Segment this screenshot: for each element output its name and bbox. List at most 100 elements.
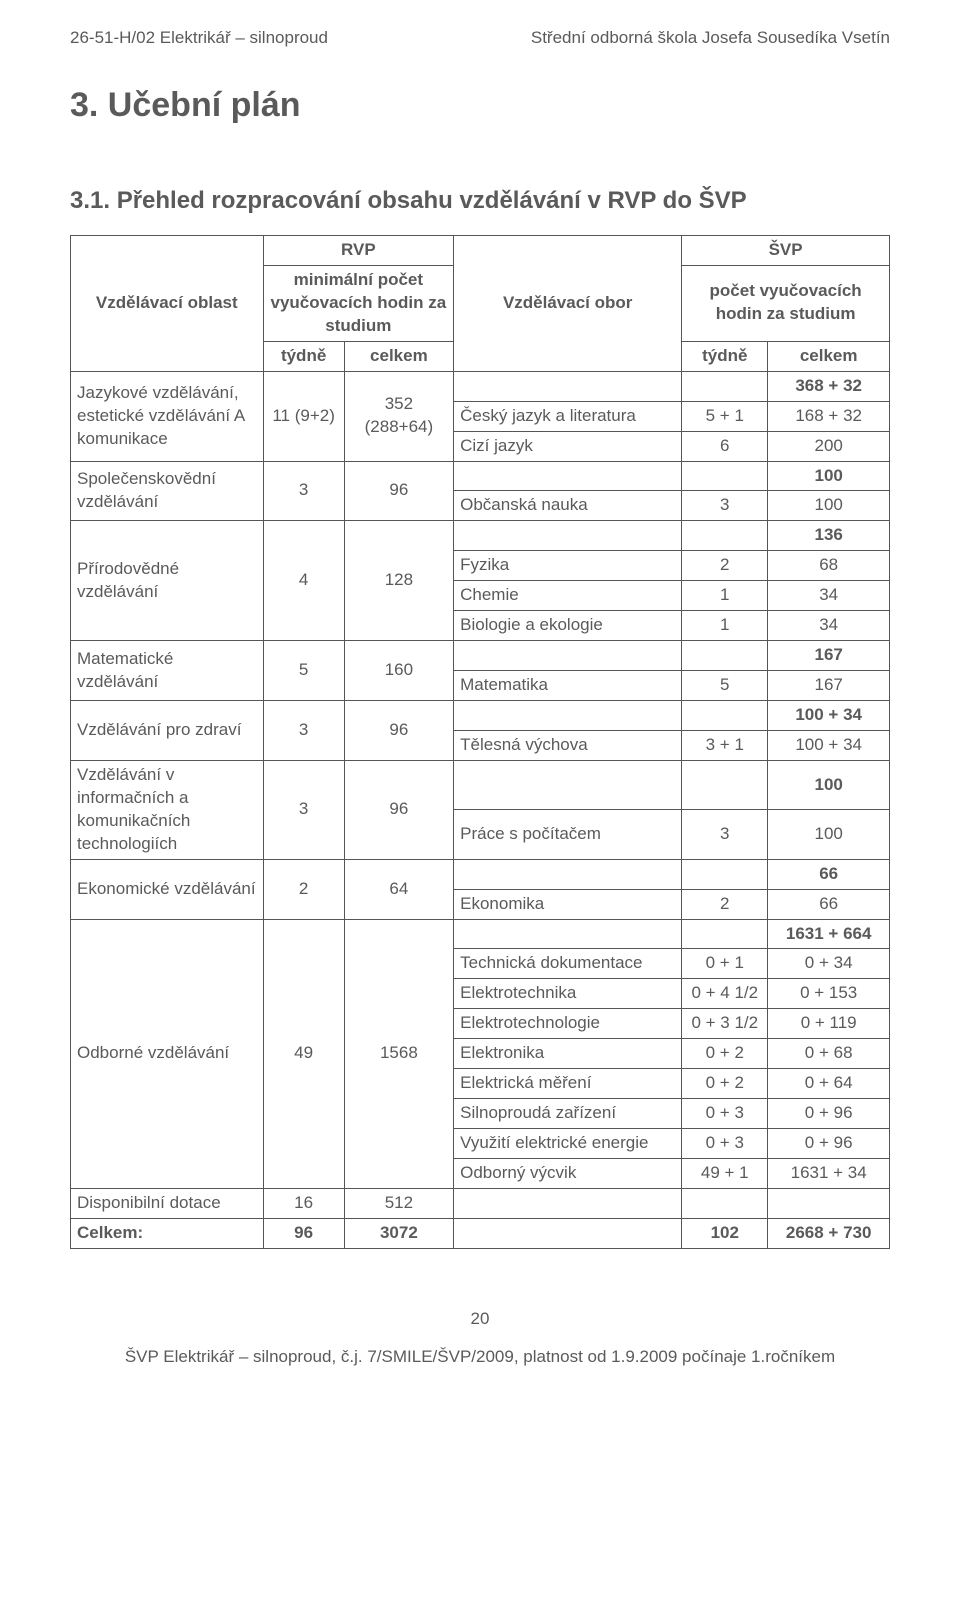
svp-weekly: 5	[682, 671, 768, 701]
area-cell: Vzdělávání v informačních a komunikačníc…	[71, 760, 264, 859]
rvp-weekly: 3	[263, 701, 344, 761]
group-sum-cell	[454, 521, 682, 551]
svp-weekly: 0 + 1	[682, 949, 768, 979]
area-cell: Odborné vzdělávání	[71, 919, 264, 1188]
th-svp: ŠVP	[682, 236, 890, 266]
group-sum-cell	[682, 641, 768, 671]
empty-cell	[682, 1188, 768, 1218]
subject-cell: Odborný výcvik	[454, 1159, 682, 1189]
svp-total: 0 + 96	[768, 1129, 890, 1159]
svp-weekly: 0 + 4 1/2	[682, 979, 768, 1009]
rvp-total: 96	[344, 760, 453, 859]
group-sum-total: 368 + 32	[768, 371, 890, 401]
page-title: 3. Učební plán	[70, 86, 890, 125]
svp-weekly: 0 + 3 1/2	[682, 1009, 768, 1039]
svp-total: 100 + 34	[768, 730, 890, 760]
empty-cell	[454, 1218, 682, 1248]
group-sum-cell	[682, 521, 768, 551]
totals-label: Celkem:	[71, 1218, 264, 1248]
svp-weekly: 0 + 2	[682, 1039, 768, 1069]
subject-cell: Technická dokumentace	[454, 949, 682, 979]
subject-cell: Elektrická měření	[454, 1069, 682, 1099]
empty-cell	[768, 1188, 890, 1218]
svp-weekly: 1	[682, 581, 768, 611]
totals-weekly: 96	[263, 1218, 344, 1248]
subject-cell: Český jazyk a literatura	[454, 401, 682, 431]
area-cell: Ekonomické vzdělávání	[71, 859, 264, 919]
rvp-weekly: 3	[263, 760, 344, 859]
page-number: 20	[70, 1309, 890, 1329]
empty-cell	[454, 1188, 682, 1218]
subject-cell: Práce s počítačem	[454, 810, 682, 859]
svp-weekly: 3	[682, 810, 768, 859]
th-total-l: celkem	[344, 341, 453, 371]
group-sum-total: 167	[768, 641, 890, 671]
table-head-row-1: Vzdělávací oblast RVP Vzdělávací obor ŠV…	[71, 236, 890, 266]
rvp-total: 96	[344, 701, 453, 761]
subject-cell: Silnoproudá zařízení	[454, 1099, 682, 1129]
rvp-weekly: 3	[263, 461, 344, 521]
table-row: Společenskovědní vzdělávání 3 96 100	[71, 461, 890, 491]
svp-weekly: 0 + 2	[682, 1069, 768, 1099]
rvp-weekly: 16	[263, 1188, 344, 1218]
subject-cell: Elektrotechnologie	[454, 1009, 682, 1039]
rvp-weekly: 49	[263, 919, 344, 1188]
subject-cell: Elektrotechnika	[454, 979, 682, 1009]
group-sum-total: 136	[768, 521, 890, 551]
group-sum-total: 66	[768, 859, 890, 889]
group-sum-cell	[454, 701, 682, 731]
svp-total: 168 + 32	[768, 401, 890, 431]
header-school: Střední odborná škola Josefa Sousedíka V…	[531, 28, 890, 48]
table-row: Přírodovědné vzdělávání 4 128 136	[71, 521, 890, 551]
totals-svp-total: 2668 + 730	[768, 1218, 890, 1248]
group-sum-cell	[454, 919, 682, 949]
rvp-total: 128	[344, 521, 453, 641]
totals-total: 3072	[344, 1218, 453, 1248]
subject-cell: Cizí jazyk	[454, 431, 682, 461]
svp-weekly: 0 + 3	[682, 1099, 768, 1129]
table-row: Odborné vzdělávání 49 1568 1631 + 664	[71, 919, 890, 949]
header-row: 26-51-H/02 Elektrikář – silnoproud Střed…	[70, 28, 890, 48]
th-taught-hours: počet vyučovacích hodin za studium	[682, 265, 890, 341]
group-sum-cell	[682, 760, 768, 809]
svp-total: 34	[768, 581, 890, 611]
svp-total: 0 + 68	[768, 1039, 890, 1069]
subject-cell: Elektronika	[454, 1039, 682, 1069]
rvp-total: 512	[344, 1188, 453, 1218]
subject-cell: Chemie	[454, 581, 682, 611]
th-weekly-l: týdně	[263, 341, 344, 371]
svp-total: 1631 + 34	[768, 1159, 890, 1189]
svp-total: 200	[768, 431, 890, 461]
svp-total: 0 + 153	[768, 979, 890, 1009]
header-code: 26-51-H/02 Elektrikář – silnoproud	[70, 28, 328, 48]
th-subject: Vzdělávací obor	[454, 236, 682, 372]
svp-total: 0 + 119	[768, 1009, 890, 1039]
group-sum-cell	[682, 859, 768, 889]
svp-total: 167	[768, 671, 890, 701]
section-title: 3.1. Přehled rozpracování obsahu vzděláv…	[70, 187, 890, 215]
svp-weekly: 0 + 3	[682, 1129, 768, 1159]
rvp-total: 160	[344, 641, 453, 701]
subject-cell: Občanská nauka	[454, 491, 682, 521]
group-sum-cell	[454, 760, 682, 809]
area-cell: Vzdělávání pro zdraví	[71, 701, 264, 761]
page: 26-51-H/02 Elektrikář – silnoproud Střed…	[0, 0, 960, 1618]
rvp-total: 1568	[344, 919, 453, 1188]
subject-cell: Využití elektrické energie	[454, 1129, 682, 1159]
table-row-totals: Celkem: 96 3072 102 2668 + 730	[71, 1218, 890, 1248]
rvp-total: 96	[344, 461, 453, 521]
table-row: Ekonomické vzdělávání 2 64 66	[71, 859, 890, 889]
table-row: Disponibilní dotace 16 512	[71, 1188, 890, 1218]
svp-weekly: 5 + 1	[682, 401, 768, 431]
svp-total: 100	[768, 491, 890, 521]
svp-weekly: 2	[682, 551, 768, 581]
svp-weekly: 49 + 1	[682, 1159, 768, 1189]
rvp-weekly: 11 (9+2)	[263, 371, 344, 461]
group-sum-cell	[454, 859, 682, 889]
svp-weekly: 1	[682, 611, 768, 641]
area-cell: Jazykové vzdělávání, estetické vzděláván…	[71, 371, 264, 461]
group-sum-cell	[682, 701, 768, 731]
table-row: Vzdělávání pro zdraví 3 96 100 + 34	[71, 701, 890, 731]
subject-cell: Tělesná výchova	[454, 730, 682, 760]
svp-total: 34	[768, 611, 890, 641]
